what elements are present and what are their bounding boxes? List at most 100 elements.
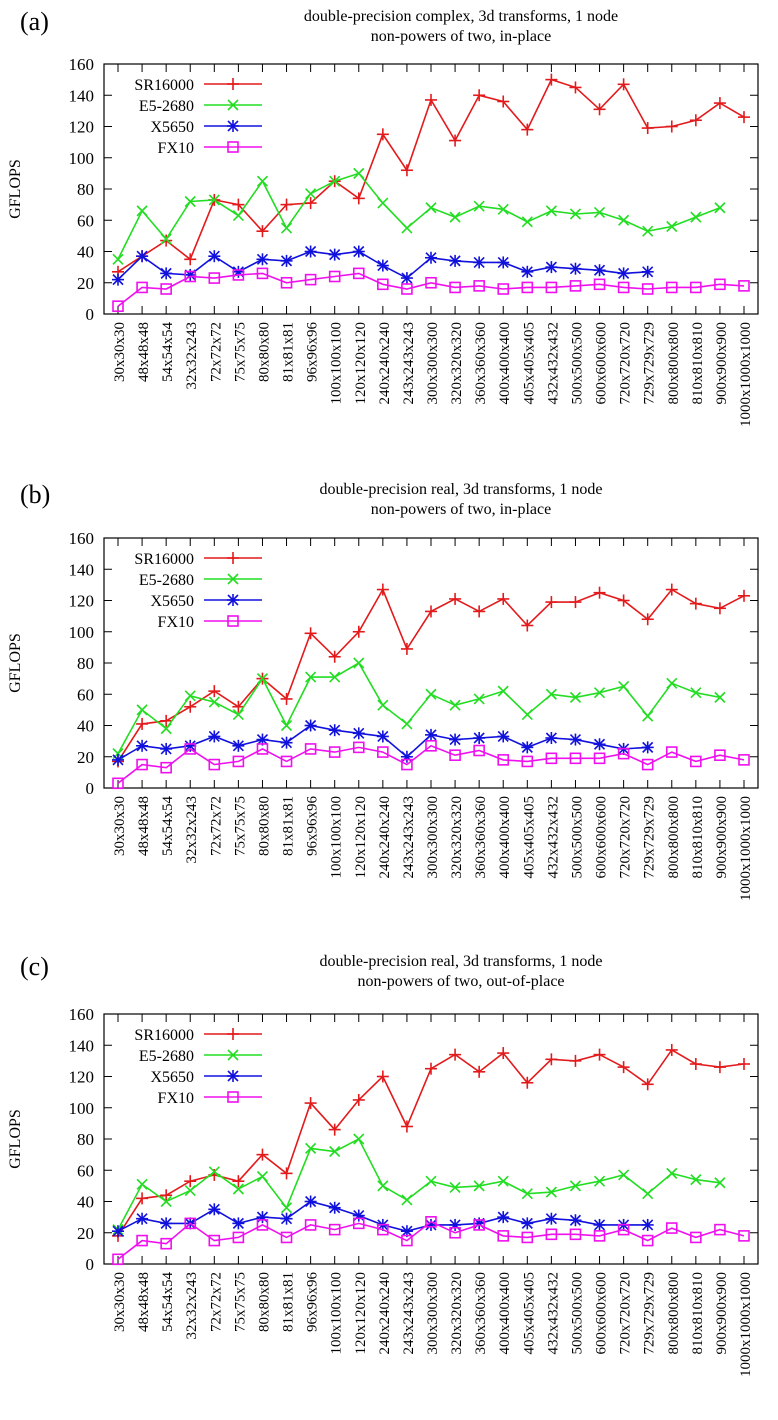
data-point <box>136 758 148 771</box>
data-point <box>641 283 654 295</box>
data-point <box>641 758 654 771</box>
data-point <box>665 281 678 294</box>
x-tick-label: 320x320x320 <box>449 322 465 405</box>
x-tick-label: 432x432x432 <box>545 322 561 405</box>
series-line <box>117 1220 745 1260</box>
data-point <box>425 605 437 618</box>
x-tick-label: 500x500x500 <box>569 322 585 405</box>
x-tick-label: 48x48x48 <box>136 1272 152 1332</box>
x-tick-label: 120x120x120 <box>353 322 369 405</box>
data-point <box>497 1175 509 1187</box>
legend: SR16000 E5-2680 X5650 FX10 <box>134 1027 262 1107</box>
data-point <box>160 1237 172 1250</box>
data-point <box>689 597 702 610</box>
legend-label: X5650 <box>150 1069 194 1086</box>
data-point <box>473 256 486 269</box>
data-point <box>738 111 750 124</box>
data-point <box>208 194 220 206</box>
data-point <box>256 1170 269 1183</box>
data-point <box>401 222 413 234</box>
data-point <box>256 673 269 685</box>
data-point <box>208 1166 220 1178</box>
y-tick-label: 0 <box>86 1255 95 1274</box>
data-point <box>280 254 293 267</box>
data-point <box>473 732 486 744</box>
data-point <box>136 739 149 752</box>
x-tick-label: 400x400x400 <box>497 796 513 879</box>
legend-marker <box>227 573 239 585</box>
data-point <box>449 699 461 711</box>
x-tick-label: 1000x1000x1000 <box>738 796 754 901</box>
data-point <box>329 175 341 187</box>
data-point <box>497 256 510 269</box>
data-point <box>689 1058 702 1070</box>
chart-subtitle: non-powers of two, out-of-place <box>357 973 564 990</box>
data-point <box>569 280 582 292</box>
x-tick-label: 96x96x96 <box>305 1272 321 1333</box>
y-tick-label: 140 <box>69 1036 95 1055</box>
series-line <box>117 744 745 784</box>
data-point <box>280 736 293 749</box>
x-tick-label: 80x80x80 <box>256 796 272 856</box>
chart-subtitle: non-powers of two, in-place <box>371 501 551 518</box>
data-point <box>328 746 341 758</box>
x-tick-label: 600x600x600 <box>594 796 610 879</box>
data-point <box>618 1169 630 1181</box>
data-point <box>232 1231 245 1244</box>
legend-label: X5650 <box>150 119 194 136</box>
data-point <box>617 78 630 91</box>
data-point <box>545 73 558 86</box>
data-point <box>521 741 534 754</box>
data-point <box>497 1230 510 1242</box>
data-point <box>208 250 221 263</box>
x-tick-label: 500x500x500 <box>569 1272 585 1355</box>
data-point <box>256 225 269 238</box>
series-line <box>117 172 721 260</box>
y-tick-label: 60 <box>77 211 94 230</box>
y-tick-label: 80 <box>77 654 94 673</box>
data-point <box>641 741 654 754</box>
data-point <box>738 1058 750 1070</box>
x-tick-label: 75x75x75 <box>232 1272 248 1332</box>
data-point <box>160 723 172 735</box>
y-tick-label: 60 <box>77 685 94 704</box>
legend-label: FX10 <box>158 140 194 157</box>
data-point <box>184 700 197 713</box>
data-point <box>665 583 678 596</box>
series-e5-2680 <box>112 657 726 760</box>
data-point <box>617 281 630 294</box>
x-tick-label: 500x500x500 <box>569 796 585 879</box>
series-line <box>117 1137 721 1230</box>
y-tick-label: 100 <box>69 1099 95 1118</box>
data-point <box>425 276 437 289</box>
data-point <box>714 749 726 761</box>
data-point <box>376 583 389 596</box>
data-point <box>400 272 413 285</box>
chart-subtitle: non-powers of two, in-place <box>371 28 551 45</box>
y-axis-label: GFLOPS <box>7 159 24 219</box>
panel-label: (a) <box>20 7 49 36</box>
legend-marker <box>227 78 239 90</box>
x-tick-label: 32x32x243 <box>184 322 200 390</box>
data-point <box>642 1188 654 1200</box>
data-point <box>353 1133 365 1145</box>
data-point <box>738 754 750 766</box>
data-point <box>593 752 606 765</box>
data-point <box>376 128 389 141</box>
data-point <box>666 1167 678 1179</box>
data-point <box>208 685 221 698</box>
x-tick-label: 360x360x360 <box>473 796 489 879</box>
y-tick-label: 80 <box>77 1130 94 1149</box>
y-tick-label: 140 <box>69 560 95 579</box>
data-point <box>497 685 509 697</box>
data-point <box>521 1231 534 1244</box>
data-point <box>232 1183 244 1195</box>
data-point <box>521 1217 534 1230</box>
data-point <box>449 1181 461 1194</box>
y-tick-label: 60 <box>77 1161 94 1180</box>
x-tick-label: 900x900x900 <box>714 796 730 879</box>
x-tick-label: 30x30x30 <box>112 1272 128 1332</box>
x-tick-label: 100x100x100 <box>329 322 345 405</box>
data-point <box>689 114 702 127</box>
